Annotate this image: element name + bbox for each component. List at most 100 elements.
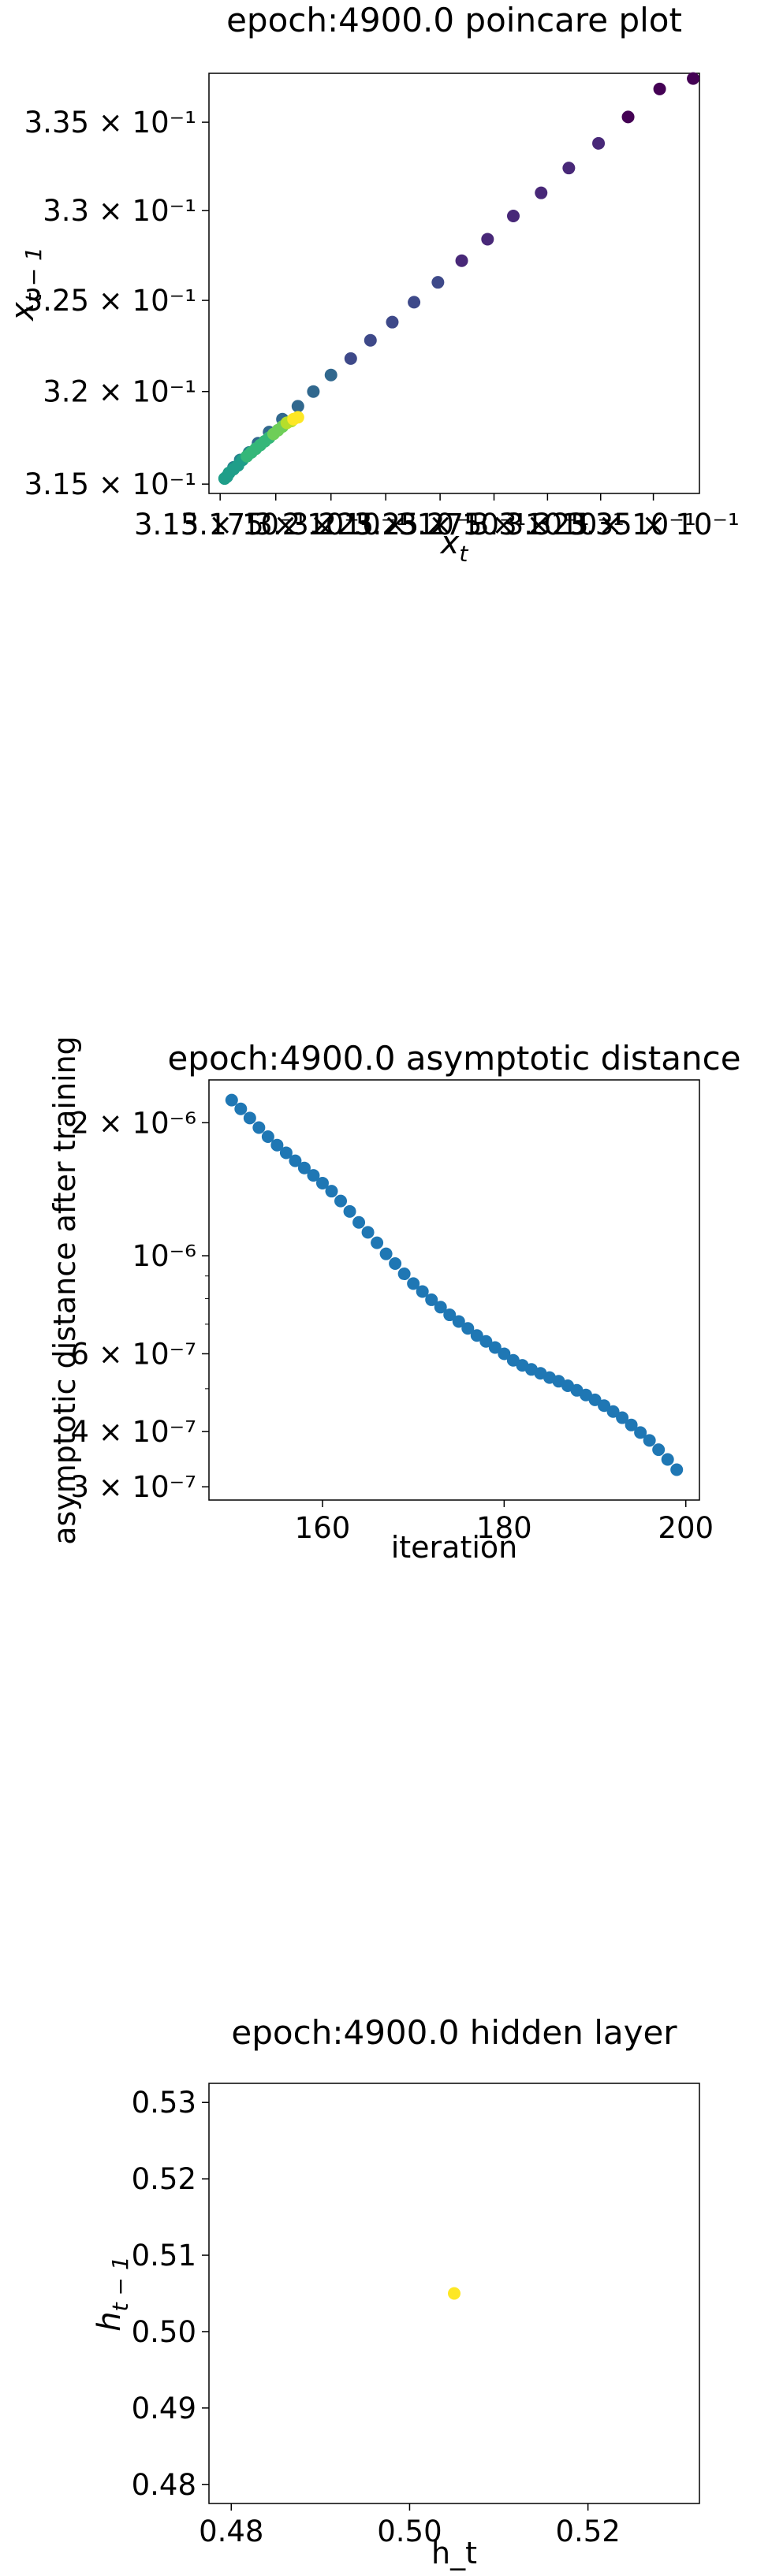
x-tick-label: 3.2 × 10⁻¹	[254, 508, 408, 542]
y-tick-label: 3 × 10⁻⁷	[70, 1470, 196, 1504]
scatter-point	[307, 1169, 320, 1182]
x-tick-label: 180	[476, 1511, 532, 1545]
scatter-point	[324, 368, 337, 382]
scatter-point	[225, 1093, 238, 1107]
x-tick-label: 3.275 × 10⁻¹	[399, 508, 590, 542]
scatter-point	[598, 1399, 611, 1413]
scatter-point	[606, 1405, 620, 1418]
scatter-point	[653, 82, 666, 95]
scatter-point	[455, 254, 468, 267]
y-tick-label: 0.49	[132, 2392, 196, 2425]
asymptotic-distance-title: epoch:4900.0 asymptotic distance	[167, 1039, 740, 1078]
scatter-point	[408, 296, 421, 309]
asymptotic-distance-frame	[208, 1079, 700, 1501]
y-tick-label: 4 × 10⁻⁷	[70, 1415, 196, 1449]
scatter-point	[443, 1308, 457, 1322]
x-tick-label: 200	[658, 1511, 714, 1545]
y-tick-label: 2 × 10⁻⁶	[70, 1106, 196, 1140]
scatter-point	[386, 315, 399, 329]
scatter-point	[291, 400, 304, 413]
y-tick-label: 0.53	[132, 2086, 196, 2120]
scatter-point	[687, 72, 700, 85]
x-tick-label: 3.325 × 10⁻¹	[505, 508, 696, 542]
scatter-point	[643, 1434, 656, 1447]
y-tick-label: 0.50	[132, 2315, 196, 2349]
x-tick-label: 3.225 × 10⁻¹	[290, 508, 481, 542]
scatter-point	[434, 1301, 447, 1314]
scatter-point	[243, 1111, 256, 1125]
scatter-point	[379, 1247, 393, 1260]
scatter-point	[352, 1215, 366, 1229]
scatter-point	[616, 1411, 629, 1424]
scatter-point	[389, 1257, 402, 1271]
asymptotic-distance-chart: epoch:4900.0 asymptotic distance 3 × 10⁻…	[47, 1036, 741, 1565]
scatter-point	[291, 411, 304, 424]
x-tick-label: 0.50	[377, 2515, 442, 2548]
x-tick-label: 160	[295, 1511, 351, 1545]
x-tick-label: 3.25 × 10⁻¹	[354, 508, 526, 542]
x-tick-label: 0.52	[555, 2515, 620, 2548]
poincare-points	[218, 72, 700, 486]
asymptotic-x-axis-label: iteration	[391, 1530, 518, 1565]
poincare-x-axis-ticks: 3.15 × 10⁻¹3.175 × 10⁻¹3.2 × 10⁻¹3.225 ×…	[134, 493, 740, 542]
poincare-y-axis-ticks: 3.15 × 10⁻¹ 3.2 × 10⁻¹ 3.25 × 10⁻¹ 3.3 × 10…	[24, 106, 209, 501]
scatter-point	[506, 210, 520, 223]
scatter-point	[364, 333, 377, 347]
scatter-point	[371, 1236, 384, 1249]
hidden-x-axis-ticks: 0.48 0.50 0.52	[199, 2503, 621, 2548]
scatter-point	[661, 1453, 674, 1466]
scatter-point	[307, 385, 320, 398]
hidden-layer-frame	[208, 2083, 700, 2504]
scatter-point	[670, 1463, 684, 1476]
scatter-point	[562, 162, 576, 175]
x-tick-label: 3.175 × 10⁻¹	[181, 508, 371, 542]
poincare-plot-title: epoch:4900.0 poincare plot	[226, 1, 682, 39]
scatter-point	[621, 110, 635, 124]
scatter-point	[452, 1315, 465, 1328]
scatter-point	[397, 1268, 411, 1281]
hidden-layer-title: epoch:4900.0 hidden layer	[231, 2013, 677, 2052]
scatter-point	[498, 1347, 511, 1361]
x-tick-label: 3.35 × 10⁻¹	[567, 508, 739, 542]
scatter-point	[479, 1335, 493, 1348]
scatter-point	[588, 1393, 602, 1406]
y-tick-label: 0.48	[132, 2468, 196, 2502]
y-tick-label: 3.2 × 10⁻¹	[43, 375, 196, 409]
asymptotic-points	[225, 1093, 684, 1476]
scatter-point	[448, 2287, 461, 2300]
poincare-plot-chart: epoch:4900.0 poincare plot 3.15 × 10⁻¹3.…	[5, 1, 740, 567]
y-tick-label: 6 × 10⁻⁷	[70, 1337, 196, 1371]
y-tick-label: 3.35 × 10⁻¹	[24, 106, 196, 140]
scatter-point	[234, 1102, 248, 1115]
poincare-plot-frame	[208, 73, 700, 494]
hidden-x-axis-label: h_t	[431, 2536, 477, 2570]
scatter-point	[252, 1121, 266, 1134]
scatter-point	[297, 1161, 311, 1174]
asymptotic-y-axis-label: asymptotic distance after training	[47, 1036, 82, 1545]
scatter-point	[652, 1443, 666, 1457]
x-tick-label: 3.3 × 10⁻¹	[471, 508, 625, 542]
scatter-point	[325, 1185, 338, 1198]
scatter-point	[344, 352, 357, 365]
y-tick-label: 3.25 × 10⁻¹	[24, 284, 196, 318]
y-tick-label: 10⁻⁶	[132, 1239, 196, 1273]
x-tick-label: 0.48	[199, 2515, 263, 2548]
y-tick-label: 3.3 × 10⁻¹	[43, 194, 196, 228]
scatter-point	[625, 1418, 638, 1431]
scatter-point	[535, 186, 548, 199]
scatter-point	[279, 1146, 293, 1160]
asymptotic-x-axis-ticks: 160 180 200	[295, 1500, 714, 1545]
hidden-points	[448, 2287, 461, 2300]
x-tick-label: 3.15 × 10⁻¹	[134, 508, 306, 542]
scatter-point	[289, 1154, 302, 1167]
scatter-point	[334, 1194, 348, 1208]
scatter-point	[261, 1130, 274, 1143]
y-tick-label: 0.52	[132, 2162, 196, 2196]
scatter-point	[343, 1204, 356, 1218]
scatter-point	[407, 1277, 420, 1290]
hidden-y-axis-ticks: 0.48 0.49 0.50 0.51 0.52 0.53	[132, 2086, 209, 2502]
scatter-point	[634, 1426, 647, 1439]
y-tick-label: 3.15 × 10⁻¹	[24, 467, 196, 501]
scatter-point	[270, 1138, 284, 1152]
